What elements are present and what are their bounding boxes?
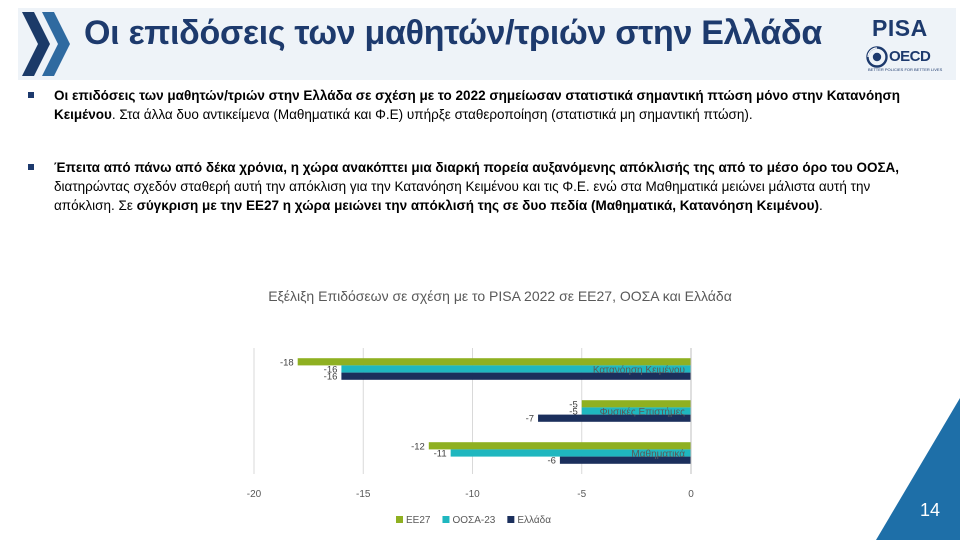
bar (341, 365, 691, 373)
oecd-logo: OECD BETTER POLICIES FOR BETTER LIVES (866, 46, 944, 76)
category-label: Φυσικές Επιστήμες (600, 406, 686, 418)
chart-title: Εξέλιξη Επιδόσεων σε σχέση με το PISA 20… (268, 288, 732, 304)
bullet-plain-text: . Στα άλλα δυο αντικείμενα (Μαθηματικά κ… (111, 107, 753, 122)
bar (538, 414, 691, 422)
x-tick-label: -15 (356, 489, 371, 500)
bar (581, 407, 691, 415)
x-tick-label: -5 (577, 489, 586, 500)
bullet-bold-text: σύγκριση με την ΕΕ27 η χώρα μειώνει την … (136, 198, 820, 213)
data-label: -11 (434, 449, 447, 460)
title-band (18, 8, 956, 80)
slide-title: Οι επιδόσεις των μαθητών/τριών στην Ελλά… (84, 14, 822, 52)
page-number: 14 (919, 500, 941, 520)
data-label: -16 (324, 365, 338, 376)
legend-swatch (507, 516, 515, 523)
bar (428, 442, 691, 450)
bar (450, 449, 691, 457)
legend-entry: Ελλάδα (517, 514, 551, 526)
x-tick-label: -20 (247, 489, 262, 500)
bullet-plain-text: διατηρώντας σχεδόν σταθερή αυτή την απόκ… (54, 179, 871, 213)
bullet-list: Οι επιδόσεις των μαθητών/τριών στην Ελλά… (28, 86, 908, 215)
bar (341, 372, 691, 380)
data-label: -16 (324, 372, 338, 383)
bar (581, 400, 691, 408)
data-label: -7 (526, 414, 534, 425)
data-label: -12 (411, 441, 425, 452)
pisa-logo: PISA (872, 15, 928, 41)
category-label: Κατανόηση Κειμένου (593, 364, 685, 376)
data-label: -5 (569, 399, 577, 410)
chevron-logo-icon (22, 12, 70, 76)
bar (297, 358, 691, 366)
legend-swatch (442, 516, 450, 523)
page-corner-shape (876, 398, 960, 540)
bar (559, 456, 691, 464)
bullet-square-icon (28, 164, 34, 170)
data-label: -5 (569, 407, 577, 418)
bullet-bold-text: Οι επιδόσεις των μαθητών/τριών στην Ελλά… (54, 88, 900, 122)
oecd-tagline: BETTER POLICIES FOR BETTER LIVES (868, 67, 943, 72)
bullet-plain-text: . (819, 198, 823, 213)
bullet-text: Οι επιδόσεις των μαθητών/τριών στην Ελλά… (54, 88, 900, 122)
legend-swatch (396, 516, 403, 523)
bullet-item: Οι επιδόσεις των μαθητών/τριών στην Ελλά… (28, 86, 908, 124)
oecd-emblem-icon (866, 46, 888, 68)
category-label: Μαθηματικά (631, 448, 685, 460)
data-label: -18 (280, 357, 294, 368)
bullet-square-icon (28, 92, 34, 98)
oecd-wordmark: OECD (889, 48, 931, 65)
data-label: -6 (547, 456, 555, 467)
x-tick-label: 0 (688, 489, 694, 500)
bullet-bold-text: Έπειτα από πάνω από δέκα χρόνια, η χώρα … (54, 160, 900, 175)
legend-entry: ΟΟΣΑ-23 (452, 515, 495, 526)
bullet-item: Έπειτα από πάνω από δέκα χρόνια, η χώρα … (28, 158, 908, 215)
legend-entry: ΕΕ27 (406, 515, 431, 526)
x-tick-label: -10 (465, 489, 480, 500)
bullet-text: Έπειτα από πάνω από δέκα χρόνια, η χώρα … (54, 160, 899, 213)
